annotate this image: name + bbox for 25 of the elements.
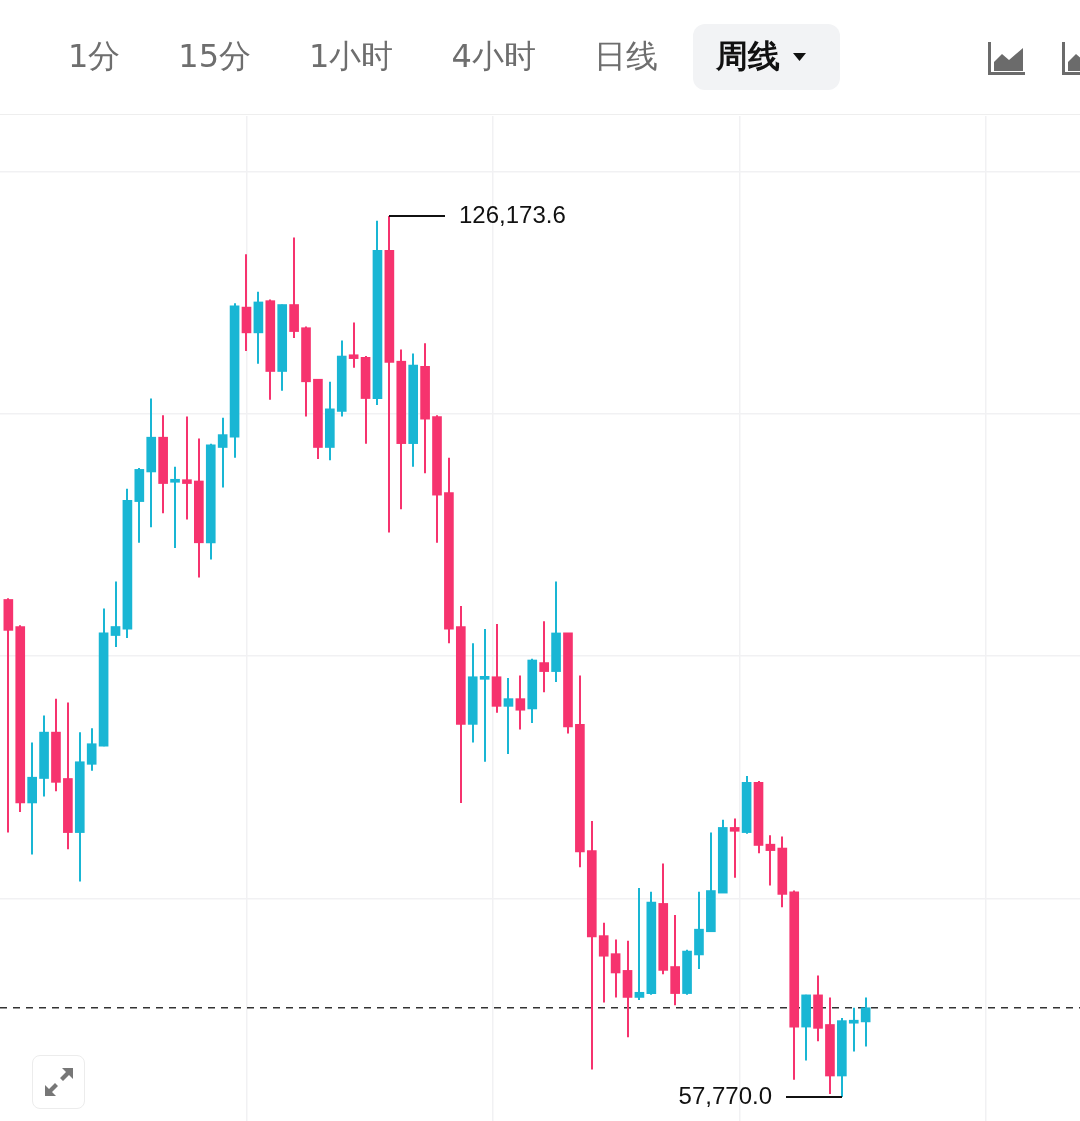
candlestick	[848, 1006, 859, 1053]
text: 1小时	[309, 36, 394, 77]
annotation: 126,173.6	[459, 200, 566, 228]
text: 日线	[593, 36, 658, 77]
text: 15分	[178, 36, 252, 77]
candlestick	[634, 886, 645, 1002]
text: 1分	[68, 36, 121, 77]
candlestick	[860, 996, 871, 1048]
text: 4小时	[451, 36, 536, 77]
candlestick	[217, 416, 228, 489]
tab: 周线	[692, 24, 840, 90]
candlestick	[86, 727, 97, 772]
candlestick	[610, 938, 621, 999]
candlestick	[515, 674, 526, 731]
annotation: 57,770.0	[678, 1081, 772, 1109]
candlestick	[182, 415, 192, 521]
candlestick	[110, 580, 121, 649]
candlestick	[598, 921, 609, 1004]
candlestick	[503, 677, 514, 756]
candlestick	[539, 620, 549, 694]
candlestick	[765, 834, 776, 887]
candlestick	[729, 817, 740, 879]
candlestick	[170, 465, 180, 549]
candlestick	[348, 321, 359, 369]
candlestick	[479, 628, 490, 763]
